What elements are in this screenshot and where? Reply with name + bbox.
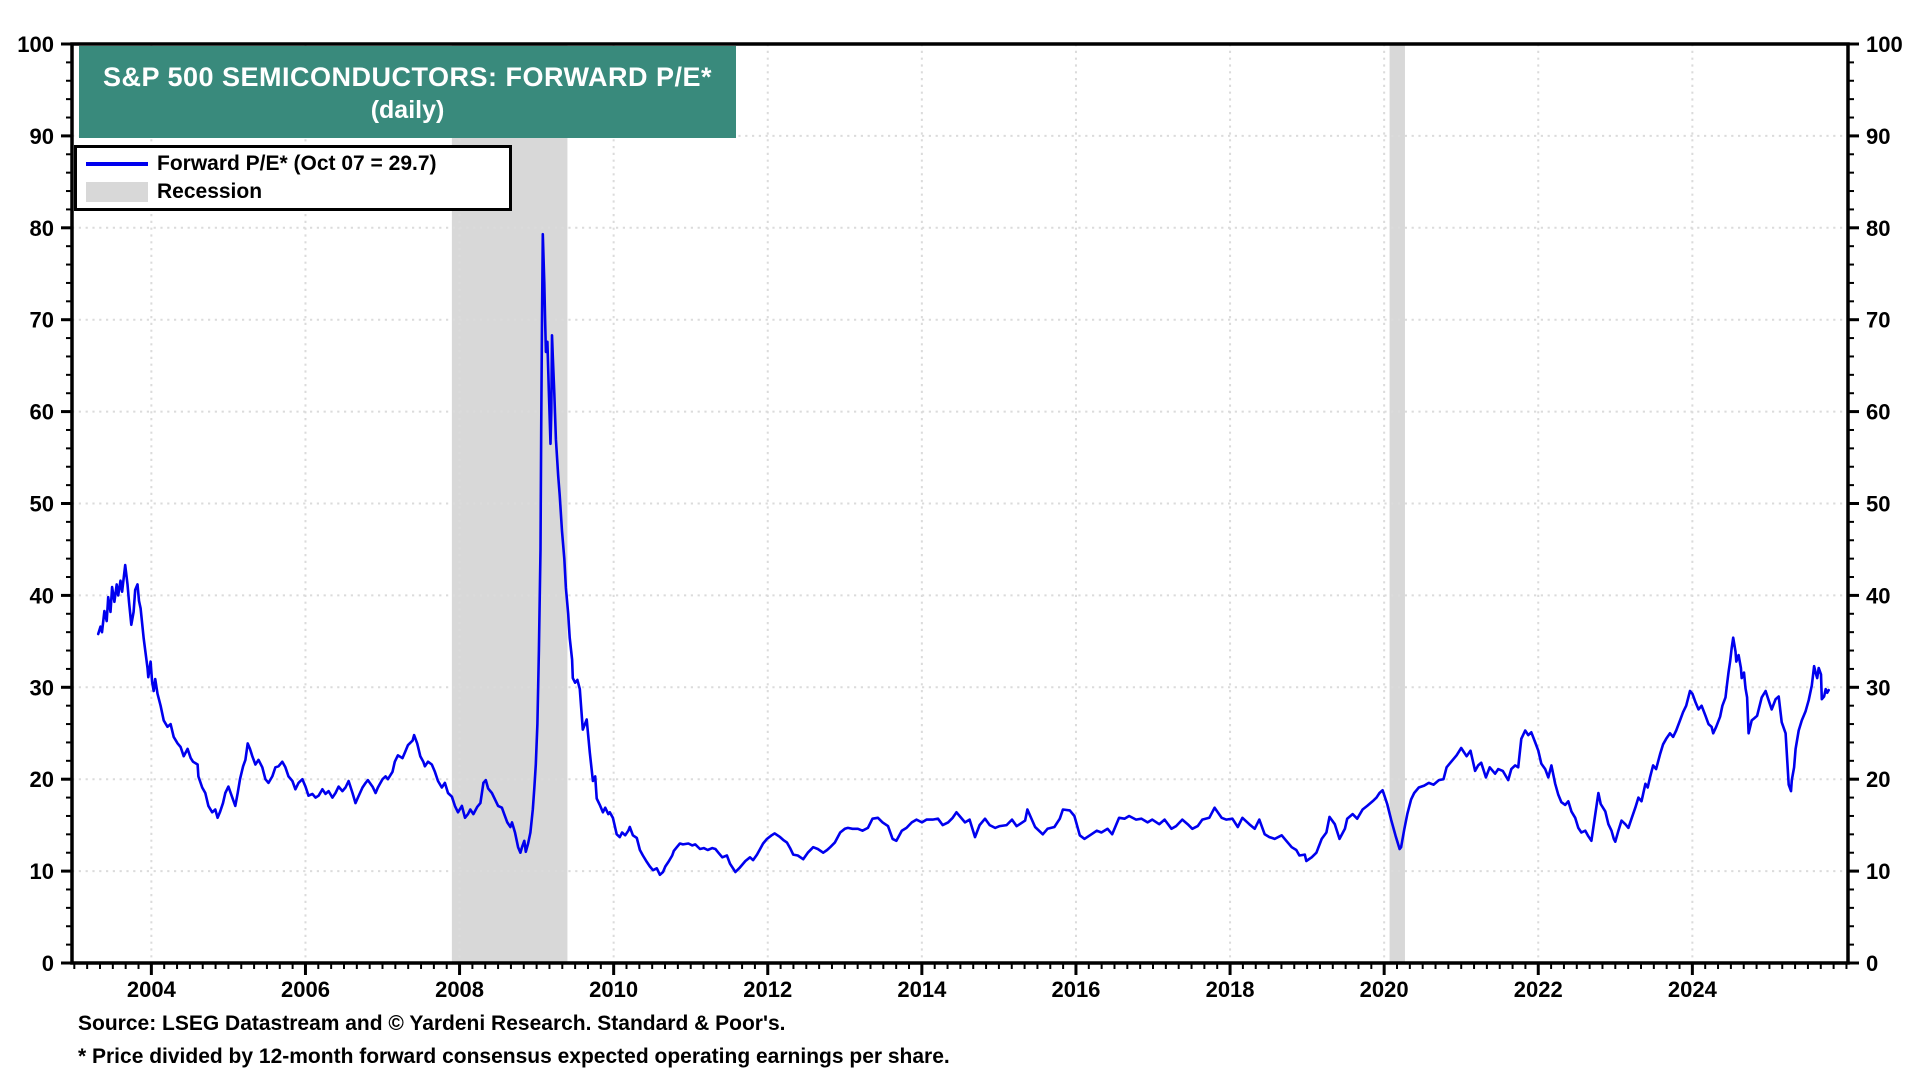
y-axis-right-label: 20 [1866,767,1890,792]
footnote: * Price divided by 12-month forward cons… [78,1045,950,1068]
x-axis-year-label: 2014 [897,977,947,1002]
line-swatch-icon [86,162,148,166]
y-axis-left-label: 60 [30,400,54,425]
x-axis-year-label: 2020 [1360,977,1409,1002]
legend-item-forward-pe: Forward P/E* (Oct 07 = 29.7) [86,150,509,178]
source-note: Source: LSEG Datastream and © Yardeni Re… [78,1012,786,1035]
legend-label-forward-pe: Forward P/E* (Oct 07 = 29.7) [157,152,437,175]
y-axis-left-label: 100 [17,32,54,57]
y-axis-left-label: 40 [30,583,54,608]
y-axis-right-label: 80 [1866,216,1890,241]
y-axis-right-label: 50 [1866,492,1890,517]
x-axis-year-label: 2016 [1051,977,1100,1002]
y-axis-left-label: 30 [30,675,54,700]
y-axis-left-label: 50 [30,492,54,517]
y-axis-right-label: 90 [1866,124,1890,149]
legend-label-recession: Recession [157,180,263,203]
y-axis-right-label: 40 [1866,583,1890,608]
y-axis-right-label: 0 [1866,951,1878,976]
x-axis-year-label: 2024 [1668,977,1718,1002]
legend: Forward P/E* (Oct 07 = 29.7) Recession [74,145,512,211]
y-axis-right-label: 10 [1866,859,1890,884]
series-group [96,232,1830,877]
y-axis-left-label: 20 [30,767,54,792]
pe-line [96,232,1830,877]
legend-item-recession: Recession [86,178,509,206]
y-axis-right-label: 100 [1866,32,1903,57]
y-axis-right-label: 60 [1866,400,1890,425]
x-axis-year-label: 2006 [281,977,330,1002]
y-axis-left-label: 80 [30,216,54,241]
y-axis-left-label: 10 [30,859,54,884]
x-axis-year-label: 2004 [127,977,177,1002]
y-axis-left-label: 0 [42,951,54,976]
x-axis-year-label: 2018 [1206,977,1255,1002]
x-axis-year-label: 2022 [1514,977,1563,1002]
x-axis-year-label: 2012 [743,977,792,1002]
x-axis-year-label: 2010 [589,977,638,1002]
chart-title-box: S&P 500 SEMICONDUCTORS: FORWARD P/E* (da… [79,46,736,138]
chart-subtitle: (daily) [370,96,445,125]
axis-ticks [61,42,1859,975]
y-axis-right-label: 30 [1866,675,1890,700]
x-axis-year-label: 2008 [435,977,484,1002]
y-axis-right-label: 70 [1866,308,1890,333]
recession-swatch-icon [86,182,148,202]
y-axis-left-label: 70 [30,308,54,333]
recession-band [1389,44,1405,963]
y-axis-left-label: 90 [30,124,54,149]
chart-title: S&P 500 SEMICONDUCTORS: FORWARD P/E* [102,61,713,92]
